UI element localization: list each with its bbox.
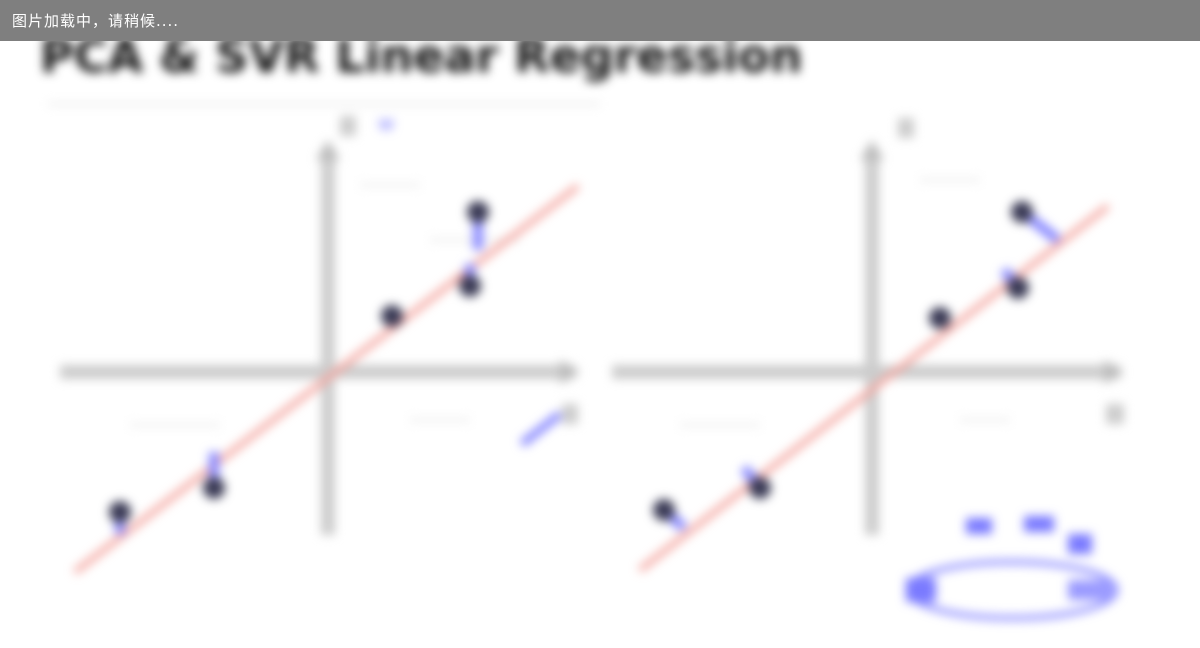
right-fit-line — [638, 203, 1110, 573]
right-data-point — [929, 307, 951, 329]
left-y-axis-arrow — [316, 140, 340, 160]
right-x-label-box — [1106, 404, 1124, 424]
right-data-point — [1011, 201, 1033, 223]
loading-text: 图片加载中，请稍候.... — [12, 12, 180, 30]
loading-banner: 图片加载中，请稍候.... — [0, 0, 1200, 41]
annotation-mark — [966, 518, 992, 534]
right-x-axis-arrow — [1104, 360, 1124, 384]
right-annotation-cluster — [905, 516, 1119, 621]
right-data-point — [1007, 277, 1029, 299]
left-data-point — [459, 275, 481, 297]
left-data-point — [467, 201, 489, 223]
left-legend-label: w — [378, 111, 394, 135]
left-y-label-box — [340, 116, 356, 136]
left-legend-stroke — [519, 410, 563, 448]
right-data-point — [653, 499, 675, 521]
right-y-label-box — [898, 118, 914, 138]
right-y-axis-arrow — [860, 140, 884, 160]
left-data-point — [381, 305, 403, 327]
left-x-axis-arrow — [560, 360, 580, 384]
annotation-mark — [1068, 580, 1112, 600]
right-data-point — [749, 477, 771, 499]
left-x-label-box — [562, 404, 578, 424]
left-data-point — [109, 501, 131, 523]
annotation-mark — [906, 578, 936, 602]
left-data-point — [203, 477, 225, 499]
annotation-mark — [1024, 516, 1054, 532]
annotation-mark — [1068, 534, 1092, 554]
left-fit-line — [73, 183, 580, 575]
left-plot: w — [60, 111, 580, 575]
right-plot — [612, 118, 1124, 621]
